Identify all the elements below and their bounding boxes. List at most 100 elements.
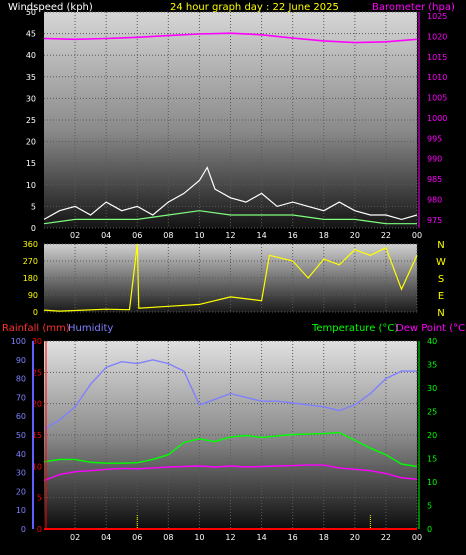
wind-tick-label: 0 bbox=[31, 224, 36, 233]
wind-tick-label: 35 bbox=[26, 73, 36, 82]
wind-baro-x-ticks: 02 04 06 08 10 12 14 16 18 20 22 00 bbox=[70, 231, 422, 240]
x-tick-label: 14 bbox=[256, 231, 266, 240]
x-tick-label: 14 bbox=[256, 533, 266, 542]
rain-tick-label: 0 bbox=[37, 525, 42, 534]
compass-n-label: N bbox=[437, 240, 444, 251]
rain-tick-label: 10 bbox=[32, 462, 42, 471]
rain-tick-label: 25 bbox=[32, 368, 42, 377]
humidity-axis-ticks: 0 10 20 30 40 50 60 70 80 90 100 bbox=[11, 337, 26, 534]
humidity-tick-label: 0 bbox=[21, 525, 26, 534]
rain-tick-label: 15 bbox=[32, 431, 42, 440]
direction-tick-label: 180 bbox=[23, 274, 38, 283]
direction-tick-label: 0 bbox=[33, 308, 38, 317]
rain-tick-label: 5 bbox=[37, 494, 42, 503]
x-tick-label: 08 bbox=[163, 231, 173, 240]
direction-axis-ticks: 0 90 180 270 360 bbox=[23, 240, 38, 317]
compass-e-label: E bbox=[438, 291, 444, 302]
direction-line bbox=[43, 243, 418, 312]
baro-tick-label: 980 bbox=[427, 195, 442, 204]
x-tick-label: 16 bbox=[288, 231, 298, 240]
baro-tick-label: 1000 bbox=[427, 114, 447, 123]
x-tick-label: 04 bbox=[101, 533, 111, 542]
barometer-line bbox=[43, 32, 418, 44]
x-tick-label: 04 bbox=[101, 231, 111, 240]
wind-baro-gridlines bbox=[44, 11, 418, 229]
baro-tick-label: 1010 bbox=[427, 73, 447, 82]
gust-line bbox=[43, 166, 418, 221]
wind-tick-label: 10 bbox=[26, 181, 36, 190]
temp-hum-x-ticks: 02 04 06 08 10 12 14 16 18 20 22 00 bbox=[70, 533, 422, 542]
direction-tick-label: 360 bbox=[23, 240, 38, 249]
temp-axis-ticks: 0 5 10 15 20 25 30 35 40 bbox=[418, 337, 437, 534]
temp-tick-label: 10 bbox=[427, 478, 437, 487]
x-tick-label: 10 bbox=[194, 533, 204, 542]
wind-tick-label: 15 bbox=[26, 159, 36, 168]
humidity-axis-label: Humidity bbox=[68, 323, 113, 334]
compass-n-label: N bbox=[437, 308, 444, 319]
temp-tick-label: 35 bbox=[427, 361, 437, 370]
x-tick-label: 00 bbox=[412, 231, 422, 240]
baro-axis-label: Barometer (hpa) bbox=[372, 2, 455, 13]
direction-tick-label: 270 bbox=[23, 257, 38, 266]
rain-axis-ticks: 0 5 10 15 20 25 30 bbox=[32, 337, 42, 534]
x-tick-label: 00 bbox=[412, 533, 422, 542]
baro-tick-label: 975 bbox=[427, 216, 442, 225]
average-line bbox=[43, 210, 417, 225]
humidity-tick-label: 50 bbox=[16, 431, 26, 440]
chart-title: 24 hour graph day : 22 June 2025 bbox=[170, 2, 339, 13]
temp-tick-label: 15 bbox=[427, 455, 437, 464]
dewpoint-line bbox=[43, 464, 418, 482]
x-tick-label: 20 bbox=[350, 533, 360, 542]
wind-tick-label: 45 bbox=[26, 30, 36, 39]
baro-tick-label: 995 bbox=[427, 134, 442, 143]
x-tick-label: 06 bbox=[132, 231, 142, 240]
wind-tick-label: 40 bbox=[26, 51, 36, 60]
x-tick-label: 18 bbox=[319, 533, 329, 542]
temp-axis-label: Temperature (°C) bbox=[311, 323, 398, 334]
temp-tick-label: 5 bbox=[427, 502, 432, 511]
humidity-tick-label: 90 bbox=[16, 356, 26, 365]
rain-tick-label: 30 bbox=[32, 337, 42, 346]
wind-axis-label: Windspeed (kph) bbox=[8, 2, 93, 13]
wind-baro-series bbox=[43, 32, 418, 225]
wind-tick-label: 5 bbox=[31, 202, 36, 211]
humidity-tick-label: 20 bbox=[16, 487, 26, 496]
baro-tick-label: 1005 bbox=[427, 94, 447, 103]
temp-tick-label: 0 bbox=[427, 525, 432, 534]
baro-tick-label: 1025 bbox=[427, 12, 447, 21]
x-tick-label: 02 bbox=[70, 533, 80, 542]
humidity-tick-label: 60 bbox=[16, 412, 26, 421]
direction-tick-label: 90 bbox=[28, 291, 38, 300]
x-tick-label: 20 bbox=[350, 231, 360, 240]
wind-tick-label: 50 bbox=[26, 8, 36, 17]
humidity-tick-label: 30 bbox=[16, 469, 26, 478]
humidity-tick-label: 10 bbox=[16, 506, 26, 515]
rain-tick-label: 20 bbox=[32, 400, 42, 409]
humidity-tick-label: 100 bbox=[11, 337, 26, 346]
dew-axis-label: Dew Point (°C) bbox=[396, 323, 466, 334]
baro-tick-label: 1015 bbox=[427, 53, 447, 62]
x-tick-label: 08 bbox=[163, 533, 173, 542]
rain-axis-label: Rainfall (mm) bbox=[2, 323, 70, 334]
x-tick-label: 12 bbox=[225, 231, 235, 240]
temp-tick-label: 20 bbox=[427, 431, 437, 440]
x-tick-label: 10 bbox=[194, 231, 204, 240]
direction-gridlines bbox=[44, 243, 418, 313]
x-tick-label: 12 bbox=[225, 533, 235, 542]
temp-tick-label: 40 bbox=[427, 337, 437, 346]
x-tick-label: 22 bbox=[381, 231, 391, 240]
humidity-tick-label: 70 bbox=[16, 393, 26, 402]
compass-w-label: W bbox=[436, 257, 446, 268]
baro-tick-label: 985 bbox=[427, 175, 442, 184]
x-tick-label: 18 bbox=[319, 231, 329, 240]
compass-s-label: S bbox=[438, 274, 444, 285]
x-tick-label: 16 bbox=[288, 533, 298, 542]
direction-series bbox=[43, 243, 418, 312]
humidity-line bbox=[43, 359, 417, 430]
wind-tick-label: 20 bbox=[26, 138, 36, 147]
temp-tick-label: 25 bbox=[427, 408, 437, 417]
temperature-line bbox=[43, 431, 418, 468]
baro-axis-ticks: 975 980 985 990 995 1000 1005 1010 1015 1020 1025 bbox=[418, 12, 447, 228]
